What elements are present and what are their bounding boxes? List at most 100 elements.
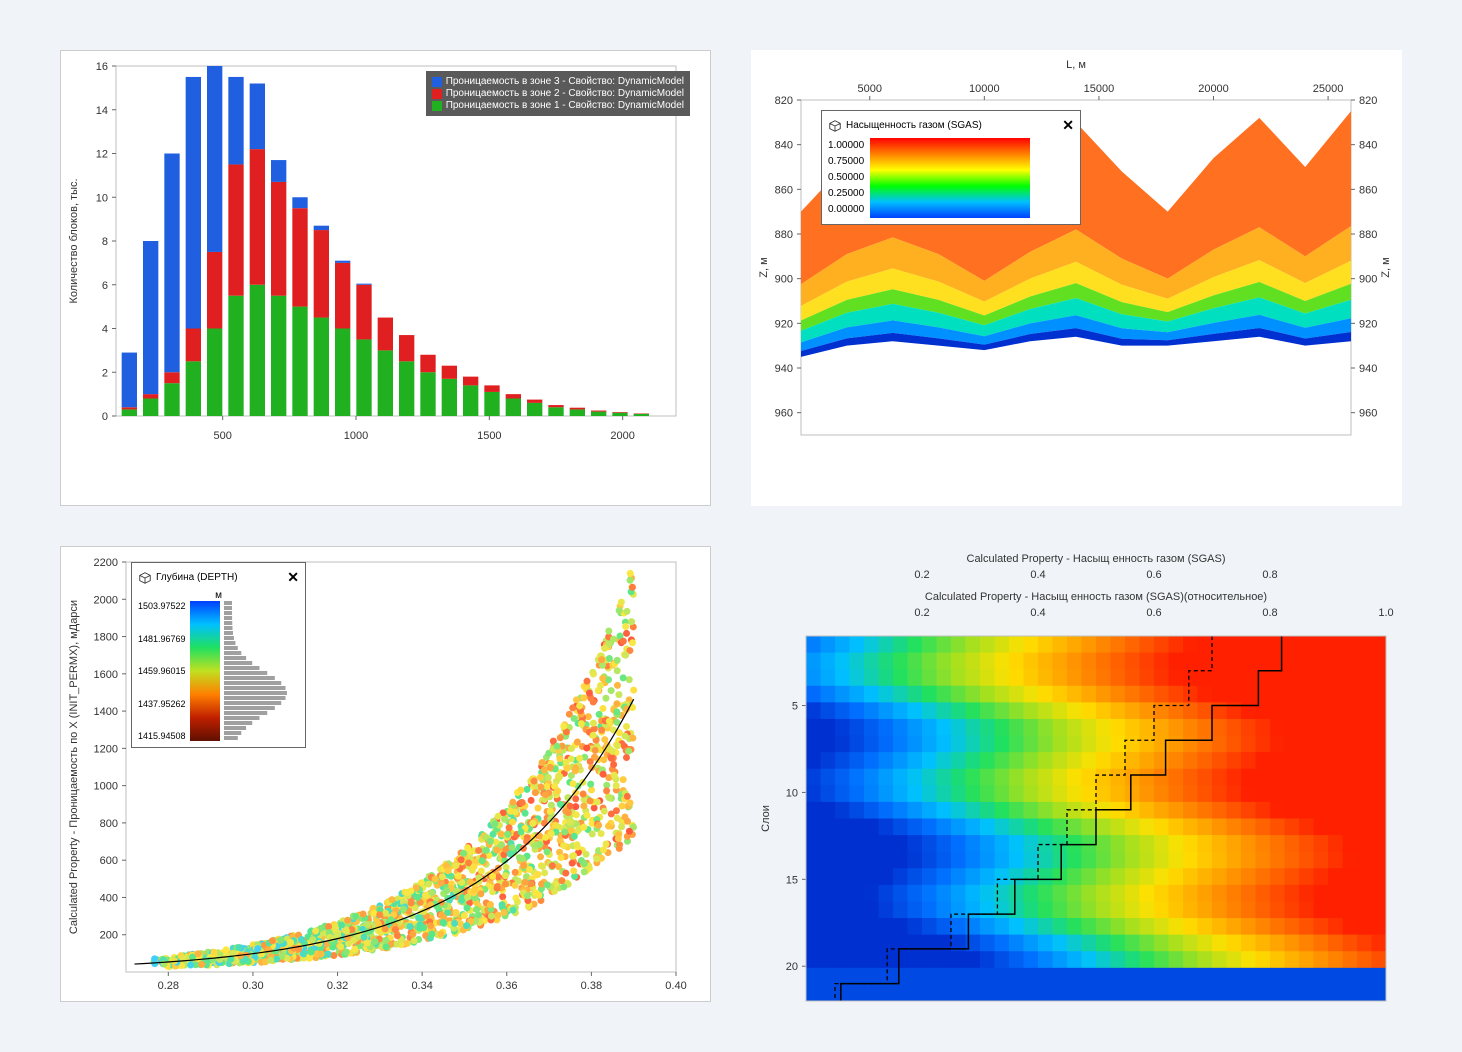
svg-text:880: 880 (775, 229, 793, 241)
svg-text:Слои: Слои (760, 805, 772, 832)
close-icon[interactable]: ✕ (1062, 117, 1074, 134)
svg-text:800: 800 (100, 818, 118, 830)
inset-unit: м (138, 590, 299, 601)
colorbar-tick: 1459.96015 (138, 666, 186, 676)
legend-swatch (432, 89, 442, 99)
svg-text:20000: 20000 (1198, 83, 1229, 95)
svg-text:0.32: 0.32 (327, 980, 348, 992)
legend-label: Проницаемость в зоне 3 - Свойство: Dynam… (446, 76, 684, 87)
scatter-panel: 0.28 0.30 0.32 0.34 0.36 0.38 0.40 200 400 600 800… (60, 546, 711, 1002)
svg-text:960: 960 (1359, 408, 1377, 420)
legend-swatch (432, 101, 442, 111)
cube-icon (138, 571, 152, 585)
colorbar-tick: 0.25000 (828, 186, 864, 202)
svg-text:0.38: 0.38 (581, 980, 602, 992)
svg-text:1800: 1800 (94, 632, 118, 644)
svg-text:14: 14 (96, 105, 108, 117)
colorbar-tick: 0.75000 (828, 154, 864, 170)
legend-label: Проницаемость в зоне 1 - Свойство: Dynam… (446, 100, 684, 111)
svg-text:0.8: 0.8 (1262, 569, 1277, 581)
svg-text:1000: 1000 (344, 430, 368, 442)
colorbar-gradient (190, 601, 220, 741)
svg-text:920: 920 (775, 318, 793, 330)
svg-text:940: 940 (1359, 363, 1377, 375)
svg-text:500: 500 (213, 430, 231, 442)
svg-text:400: 400 (100, 892, 118, 904)
svg-text:15: 15 (786, 874, 798, 886)
colorbar-tick: 1503.97522 (138, 601, 186, 611)
histogram-legend: Проницаемость в зоне 3 - Свойство: Dynam… (426, 71, 690, 116)
svg-text:25000: 25000 (1313, 83, 1344, 95)
svg-text:600: 600 (100, 855, 118, 867)
legend-item: Проницаемость в зоне 3 - Свойство: Dynam… (432, 76, 684, 87)
svg-text:920: 920 (1359, 318, 1377, 330)
cube-icon (828, 119, 842, 133)
svg-text:10000: 10000 (969, 83, 1000, 95)
svg-text:820: 820 (775, 95, 793, 107)
svg-text:0.8: 0.8 (1262, 607, 1277, 619)
legend-item: Проницаемость в зоне 2 - Свойство: Dynam… (432, 88, 684, 99)
cross-section-colorbar: Насыщенность газом (SGAS) ✕ 1.000000.75000… (821, 110, 1081, 225)
colorbar-tick: 0.50000 (828, 170, 864, 186)
svg-text:880: 880 (1359, 229, 1377, 241)
inset-title: Насыщенность газом (SGAS) (846, 120, 982, 131)
svg-text:1.0: 1.0 (1378, 607, 1393, 619)
svg-text:Calculated Property - Насыщ ен: Calculated Property - Насыщ енность газо… (925, 591, 1267, 603)
svg-text:16: 16 (96, 61, 108, 73)
svg-text:0.6: 0.6 (1146, 569, 1161, 581)
layer-heatmap-chart: Calculated Property - Насыщ енность газо… (751, 546, 1401, 1002)
svg-text:Z, м: Z, м (758, 257, 770, 277)
colorbar-tick: 1.00000 (828, 138, 864, 154)
cross-section-panel: L, м500010000150002000025000820820840840… (751, 50, 1402, 506)
svg-text:2000: 2000 (610, 430, 634, 442)
svg-text:15000: 15000 (1084, 83, 1115, 95)
colorbar-tick: 1415.94508 (138, 731, 186, 741)
svg-text:5: 5 (792, 701, 798, 713)
svg-text:Calculated Property - Насыщ ен: Calculated Property - Насыщ енность газо… (967, 553, 1226, 565)
inset-histogram (224, 601, 294, 741)
svg-text:0.2: 0.2 (914, 607, 929, 619)
svg-text:840: 840 (775, 140, 793, 152)
svg-text:840: 840 (1359, 140, 1377, 152)
svg-text:0.36: 0.36 (496, 980, 517, 992)
svg-text:Z, м: Z, м (1380, 257, 1392, 277)
colorbar-tick: 1481.96769 (138, 634, 186, 644)
legend-item: Проницаемость в зоне 1 - Свойство: Dynam… (432, 100, 684, 111)
scatter-colorbar: Глубина (DEPTH) ✕ м1503.97522 1481.96769 145… (131, 562, 306, 748)
svg-text:900: 900 (1359, 274, 1377, 286)
svg-text:0.34: 0.34 (411, 980, 432, 992)
svg-text:1000: 1000 (94, 781, 118, 793)
svg-text:2200: 2200 (94, 557, 118, 569)
svg-text:0.28: 0.28 (158, 980, 179, 992)
svg-text:20: 20 (786, 961, 798, 973)
svg-text:0.4: 0.4 (1030, 607, 1045, 619)
close-icon[interactable]: ✕ (287, 569, 299, 586)
inset-title: Глубина (DEPTH) (156, 572, 238, 583)
svg-text:4: 4 (102, 324, 108, 336)
svg-text:Calculated Property - Пористос: Calculated Property - Пористость (INIT_P… (268, 1000, 534, 1002)
svg-text:0.6: 0.6 (1146, 607, 1161, 619)
svg-text:6: 6 (102, 280, 108, 292)
svg-text:200: 200 (100, 930, 118, 942)
colorbar-tick: 0.00000 (828, 202, 864, 218)
svg-text:0: 0 (102, 411, 108, 423)
svg-text:0.40: 0.40 (665, 980, 686, 992)
svg-text:940: 940 (775, 363, 793, 375)
legend-swatch (432, 77, 442, 87)
svg-text:Количество блоков, тыс.: Количество блоков, тыс. (68, 178, 80, 303)
svg-text:0.30: 0.30 (242, 980, 263, 992)
svg-text:1600: 1600 (94, 669, 118, 681)
svg-text:5000: 5000 (858, 83, 882, 95)
svg-text:0.2: 0.2 (914, 569, 929, 581)
histogram-panel: 5001000150020000246810121416Количество б… (60, 50, 711, 506)
svg-text:10: 10 (96, 192, 108, 204)
svg-text:8: 8 (102, 236, 108, 248)
svg-text:0.4: 0.4 (1030, 569, 1045, 581)
svg-text:1200: 1200 (94, 743, 118, 755)
svg-text:Calculated Property - Проницае: Calculated Property - Проницаемость по X… (68, 600, 80, 934)
svg-text:860: 860 (775, 184, 793, 196)
svg-text:2: 2 (102, 367, 108, 379)
svg-text:820: 820 (1359, 95, 1377, 107)
svg-text:10: 10 (786, 787, 798, 799)
colorbar-gradient (870, 138, 1030, 218)
